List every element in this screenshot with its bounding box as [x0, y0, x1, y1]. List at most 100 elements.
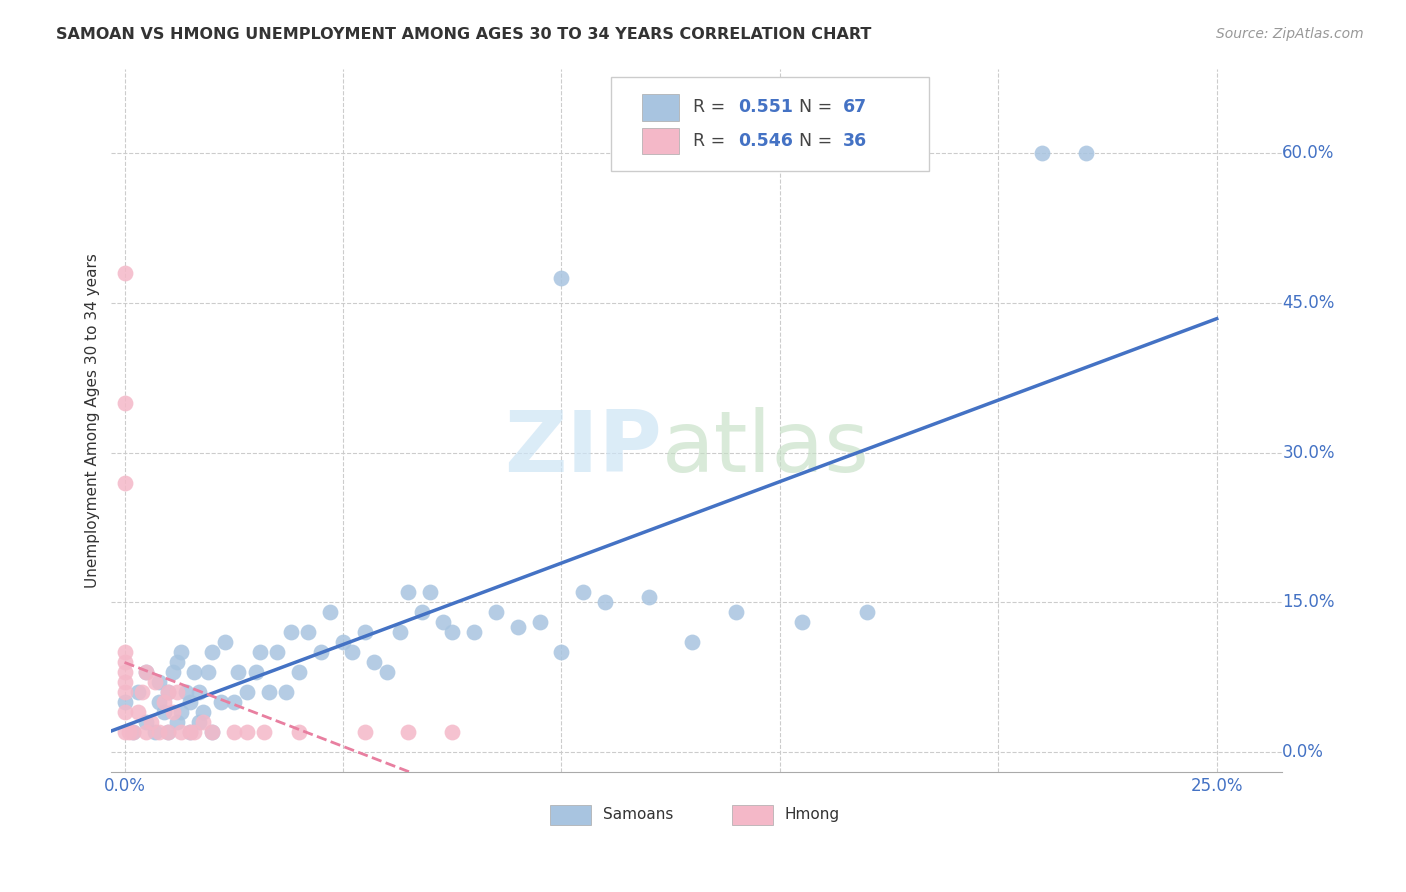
Point [637, 591, 659, 605]
Point [153, 705, 176, 719]
Point [179, 725, 201, 739]
Point [257, 685, 280, 699]
Point [127, 705, 149, 719]
Point [114, 396, 136, 410]
Text: 36: 36 [844, 132, 868, 150]
Point [157, 685, 180, 699]
Point [463, 625, 485, 640]
Point [174, 685, 197, 699]
Point [114, 475, 136, 490]
Point [114, 655, 136, 669]
Text: Hmong: Hmong [785, 807, 839, 822]
Point [245, 665, 267, 680]
FancyBboxPatch shape [551, 805, 592, 825]
Text: 0.551: 0.551 [738, 98, 793, 116]
Point [441, 625, 464, 640]
Point [114, 705, 136, 719]
Text: Source: ZipAtlas.com: Source: ZipAtlas.com [1216, 27, 1364, 41]
Point [148, 725, 170, 739]
Point [114, 695, 136, 709]
Point [353, 625, 375, 640]
Point [179, 695, 201, 709]
Point [572, 585, 595, 599]
Point [122, 725, 145, 739]
Point [1074, 146, 1097, 161]
Point [166, 715, 188, 730]
Point [157, 725, 180, 739]
Point [135, 665, 157, 680]
Point [249, 645, 271, 659]
Point [375, 665, 398, 680]
Point [236, 725, 259, 739]
Text: N =: N = [799, 132, 838, 150]
Point [288, 725, 311, 739]
Point [148, 695, 170, 709]
Text: R =: R = [693, 98, 731, 116]
Point [266, 645, 288, 659]
Point [485, 605, 508, 619]
Point [214, 635, 236, 649]
Point [363, 655, 385, 669]
Point [157, 685, 180, 699]
Point [157, 725, 180, 739]
Text: 60.0%: 60.0% [1282, 145, 1334, 162]
Point [550, 645, 572, 659]
Point [122, 725, 145, 739]
Point [441, 725, 464, 739]
Point [148, 675, 170, 690]
Point [114, 685, 136, 699]
Point [162, 705, 184, 719]
Point [143, 725, 166, 739]
Point [201, 725, 224, 739]
Point [191, 715, 214, 730]
Text: 67: 67 [844, 98, 868, 116]
Text: SAMOAN VS HMONG UNEMPLOYMENT AMONG AGES 30 TO 34 YEARS CORRELATION CHART: SAMOAN VS HMONG UNEMPLOYMENT AMONG AGES … [56, 27, 872, 42]
Point [725, 605, 748, 619]
Point [114, 645, 136, 659]
Point [319, 605, 342, 619]
Point [197, 665, 219, 680]
Point [419, 585, 441, 599]
Point [183, 725, 205, 739]
Point [162, 665, 184, 680]
Point [201, 645, 224, 659]
Point [411, 605, 433, 619]
Point [856, 605, 879, 619]
Point [340, 645, 363, 659]
Point [682, 635, 704, 649]
Point [114, 266, 136, 280]
Point [135, 725, 157, 739]
Point [209, 695, 232, 709]
Point [398, 725, 420, 739]
Text: R =: R = [693, 132, 731, 150]
Point [114, 665, 136, 680]
Text: 0.0%: 0.0% [1282, 743, 1324, 761]
Point [593, 595, 616, 609]
Point [297, 625, 319, 640]
Point [288, 665, 311, 680]
Point [183, 665, 205, 680]
Point [790, 615, 813, 630]
Point [135, 665, 157, 680]
Point [388, 625, 411, 640]
Point [143, 675, 166, 690]
Point [153, 695, 176, 709]
Point [398, 585, 420, 599]
Point [432, 615, 454, 630]
Point [309, 645, 332, 659]
FancyBboxPatch shape [641, 94, 679, 120]
Point [236, 685, 259, 699]
FancyBboxPatch shape [641, 128, 679, 154]
FancyBboxPatch shape [733, 805, 773, 825]
Point [135, 715, 157, 730]
Point [280, 625, 302, 640]
Point [222, 695, 245, 709]
Point [506, 620, 529, 634]
Text: N =: N = [799, 98, 838, 116]
Point [191, 705, 214, 719]
Point [276, 685, 298, 699]
Point [201, 725, 224, 739]
Point [226, 665, 249, 680]
Point [187, 685, 209, 699]
Point [139, 715, 162, 730]
